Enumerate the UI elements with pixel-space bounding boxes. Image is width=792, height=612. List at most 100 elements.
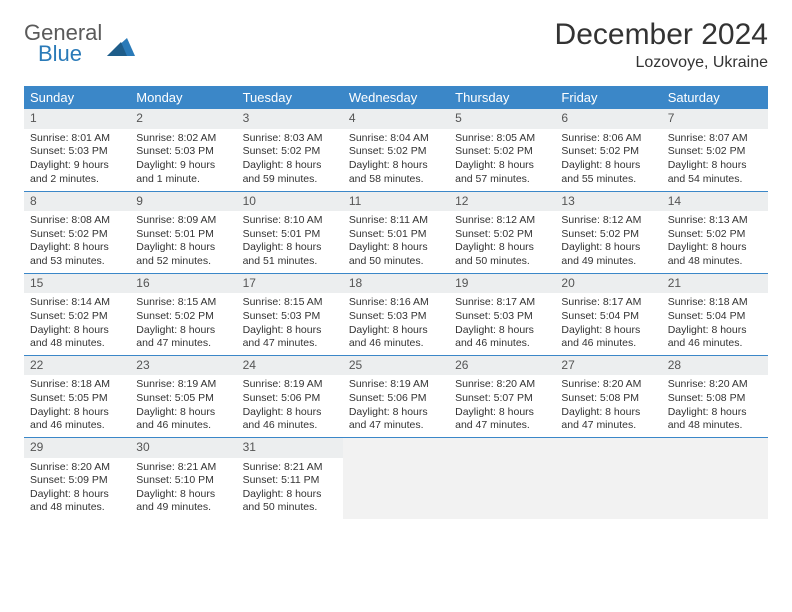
calendar-cell: 14Sunrise: 8:13 AMSunset: 5:02 PMDayligh… [662, 191, 768, 273]
day-number: 26 [449, 356, 555, 376]
sunset-text: Sunset: 5:03 PM [455, 310, 549, 324]
day-body: Sunrise: 8:05 AMSunset: 5:02 PMDaylight:… [449, 129, 555, 191]
calendar-row: 1Sunrise: 8:01 AMSunset: 5:03 PMDaylight… [24, 109, 768, 191]
daylight-text: Daylight: 8 hours and 46 minutes. [668, 324, 762, 351]
calendar-table: SundayMondayTuesdayWednesdayThursdayFrid… [24, 86, 768, 519]
daylight-text: Daylight: 8 hours and 59 minutes. [243, 159, 337, 186]
calendar-cell: 21Sunrise: 8:18 AMSunset: 5:04 PMDayligh… [662, 273, 768, 355]
day-body: Sunrise: 8:16 AMSunset: 5:03 PMDaylight:… [343, 293, 449, 355]
sunrise-text: Sunrise: 8:13 AM [668, 214, 762, 228]
day-number: 1 [24, 109, 130, 129]
daylight-text: Daylight: 8 hours and 47 minutes. [455, 406, 549, 433]
sunrise-text: Sunrise: 8:12 AM [561, 214, 655, 228]
daylight-text: Daylight: 8 hours and 49 minutes. [136, 488, 230, 515]
sunrise-text: Sunrise: 8:18 AM [30, 378, 124, 392]
day-number: 5 [449, 109, 555, 129]
sunrise-text: Sunrise: 8:01 AM [30, 132, 124, 146]
day-number: 2 [130, 109, 236, 129]
sunset-text: Sunset: 5:09 PM [30, 474, 124, 488]
day-body: Sunrise: 8:15 AMSunset: 5:02 PMDaylight:… [130, 293, 236, 355]
sunrise-text: Sunrise: 8:03 AM [243, 132, 337, 146]
day-number: 10 [237, 192, 343, 212]
sunrise-text: Sunrise: 8:19 AM [349, 378, 443, 392]
daylight-text: Daylight: 8 hours and 46 minutes. [349, 324, 443, 351]
calendar-cell: 12Sunrise: 8:12 AMSunset: 5:02 PMDayligh… [449, 191, 555, 273]
day-body: Sunrise: 8:20 AMSunset: 5:08 PMDaylight:… [555, 375, 661, 437]
sunrise-text: Sunrise: 8:12 AM [455, 214, 549, 228]
sunset-text: Sunset: 5:04 PM [561, 310, 655, 324]
daylight-text: Daylight: 8 hours and 51 minutes. [243, 241, 337, 268]
daylight-text: Daylight: 8 hours and 53 minutes. [30, 241, 124, 268]
daylight-text: Daylight: 8 hours and 48 minutes. [30, 324, 124, 351]
calendar-cell: 24Sunrise: 8:19 AMSunset: 5:06 PMDayligh… [237, 355, 343, 437]
day-number: 6 [555, 109, 661, 129]
day-body: Sunrise: 8:21 AMSunset: 5:11 PMDaylight:… [237, 458, 343, 520]
sunset-text: Sunset: 5:08 PM [668, 392, 762, 406]
sunrise-text: Sunrise: 8:19 AM [243, 378, 337, 392]
calendar-row: 29Sunrise: 8:20 AMSunset: 5:09 PMDayligh… [24, 437, 768, 519]
sunrise-text: Sunrise: 8:06 AM [561, 132, 655, 146]
sunrise-text: Sunrise: 8:20 AM [455, 378, 549, 392]
calendar-head: SundayMondayTuesdayWednesdayThursdayFrid… [24, 86, 768, 109]
day-number: 4 [343, 109, 449, 129]
calendar-row: 8Sunrise: 8:08 AMSunset: 5:02 PMDaylight… [24, 191, 768, 273]
calendar-cell: 5Sunrise: 8:05 AMSunset: 5:02 PMDaylight… [449, 109, 555, 191]
daylight-text: Daylight: 8 hours and 48 minutes. [668, 241, 762, 268]
day-body: Sunrise: 8:20 AMSunset: 5:07 PMDaylight:… [449, 375, 555, 437]
day-number: 12 [449, 192, 555, 212]
sunrise-text: Sunrise: 8:09 AM [136, 214, 230, 228]
daylight-text: Daylight: 9 hours and 2 minutes. [30, 159, 124, 186]
sunrise-text: Sunrise: 8:05 AM [455, 132, 549, 146]
location: Lozovoye, Ukraine [555, 54, 768, 72]
sunset-text: Sunset: 5:01 PM [349, 228, 443, 242]
sunset-text: Sunset: 5:03 PM [30, 145, 124, 159]
sunrise-text: Sunrise: 8:08 AM [30, 214, 124, 228]
calendar-cell: 4Sunrise: 8:04 AMSunset: 5:02 PMDaylight… [343, 109, 449, 191]
sunset-text: Sunset: 5:03 PM [243, 310, 337, 324]
calendar-cell: 16Sunrise: 8:15 AMSunset: 5:02 PMDayligh… [130, 273, 236, 355]
day-number: 28 [662, 356, 768, 376]
day-body: Sunrise: 8:01 AMSunset: 5:03 PMDaylight:… [24, 129, 130, 191]
sunrise-text: Sunrise: 8:14 AM [30, 296, 124, 310]
calendar-cell: 17Sunrise: 8:15 AMSunset: 5:03 PMDayligh… [237, 273, 343, 355]
calendar-cell: 25Sunrise: 8:19 AMSunset: 5:06 PMDayligh… [343, 355, 449, 437]
daylight-text: Daylight: 8 hours and 47 minutes. [561, 406, 655, 433]
sunrise-text: Sunrise: 8:02 AM [136, 132, 230, 146]
daylight-text: Daylight: 8 hours and 54 minutes. [668, 159, 762, 186]
day-number: 23 [130, 356, 236, 376]
sunset-text: Sunset: 5:02 PM [668, 145, 762, 159]
day-number: 20 [555, 274, 661, 294]
day-body: Sunrise: 8:08 AMSunset: 5:02 PMDaylight:… [24, 211, 130, 273]
day-body: Sunrise: 8:18 AMSunset: 5:05 PMDaylight:… [24, 375, 130, 437]
calendar-cell-empty [449, 437, 555, 519]
daylight-text: Daylight: 8 hours and 50 minutes. [455, 241, 549, 268]
sunset-text: Sunset: 5:02 PM [243, 145, 337, 159]
daylight-text: Daylight: 8 hours and 49 minutes. [561, 241, 655, 268]
daylight-text: Daylight: 8 hours and 48 minutes. [30, 488, 124, 515]
daylight-text: Daylight: 8 hours and 50 minutes. [349, 241, 443, 268]
calendar-cell: 18Sunrise: 8:16 AMSunset: 5:03 PMDayligh… [343, 273, 449, 355]
sunrise-text: Sunrise: 8:21 AM [243, 461, 337, 475]
logo-triangle-icon [107, 34, 135, 56]
sunrise-text: Sunrise: 8:04 AM [349, 132, 443, 146]
sunrise-text: Sunrise: 8:18 AM [668, 296, 762, 310]
title-block: December 2024 Lozovoye, Ukraine [555, 18, 768, 72]
calendar-cell: 28Sunrise: 8:20 AMSunset: 5:08 PMDayligh… [662, 355, 768, 437]
day-body: Sunrise: 8:15 AMSunset: 5:03 PMDaylight:… [237, 293, 343, 355]
day-body: Sunrise: 8:20 AMSunset: 5:08 PMDaylight:… [662, 375, 768, 437]
sunset-text: Sunset: 5:01 PM [136, 228, 230, 242]
sunrise-text: Sunrise: 8:20 AM [30, 461, 124, 475]
weekday-header: Saturday [662, 86, 768, 109]
day-body: Sunrise: 8:11 AMSunset: 5:01 PMDaylight:… [343, 211, 449, 273]
day-number: 19 [449, 274, 555, 294]
day-number: 31 [237, 438, 343, 458]
logo-line2: Blue [38, 43, 102, 65]
day-number: 22 [24, 356, 130, 376]
sunset-text: Sunset: 5:02 PM [561, 228, 655, 242]
sunrise-text: Sunrise: 8:19 AM [136, 378, 230, 392]
weekday-header: Tuesday [237, 86, 343, 109]
day-body: Sunrise: 8:21 AMSunset: 5:10 PMDaylight:… [130, 458, 236, 520]
sunrise-text: Sunrise: 8:10 AM [243, 214, 337, 228]
day-body: Sunrise: 8:14 AMSunset: 5:02 PMDaylight:… [24, 293, 130, 355]
sunrise-text: Sunrise: 8:11 AM [349, 214, 443, 228]
